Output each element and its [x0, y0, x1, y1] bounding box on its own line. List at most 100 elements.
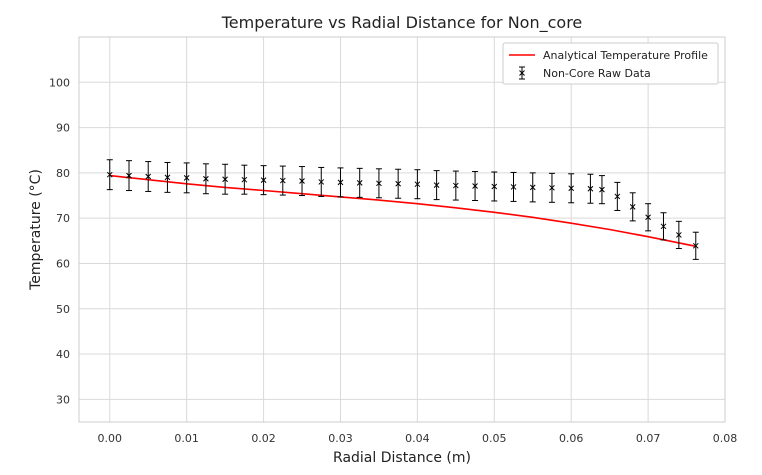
y-tick-label: 90 — [56, 122, 70, 135]
legend: Analytical Temperature Profile Non-Core … — [502, 42, 719, 85]
x-marker — [452, 182, 459, 189]
x-tick-label: 0.03 — [328, 432, 353, 445]
x-axis-title: Radial Distance (m) — [333, 450, 471, 466]
x-tick-label: 0.04 — [405, 432, 430, 445]
raw-data-point — [568, 173, 575, 204]
raw-data-point — [645, 203, 652, 232]
x-marker — [692, 242, 699, 249]
x-marker — [279, 177, 286, 184]
x-marker — [433, 182, 440, 188]
x-marker — [145, 173, 152, 180]
raw-data-point — [375, 168, 382, 199]
raw-data-point — [529, 172, 536, 203]
x-marker — [260, 177, 267, 183]
raw-data-point — [491, 171, 498, 202]
x-marker — [587, 185, 594, 192]
x-tick-label: 0.07 — [636, 432, 661, 445]
x-tick-label: 0.08 — [713, 432, 738, 445]
x-tick-label: 0.02 — [251, 432, 276, 445]
x-marker — [203, 175, 209, 182]
raw-data-point — [202, 163, 209, 195]
chart-title: Temperature vs Radial Distance for Non_c… — [221, 13, 583, 33]
y-tick-label: 50 — [56, 303, 70, 316]
raw-data-point — [395, 168, 402, 199]
x-marker — [660, 223, 667, 230]
raw-data-point — [675, 220, 682, 250]
raw-data-point — [337, 167, 344, 198]
raw-data-point — [414, 169, 421, 200]
raw-data-point — [587, 173, 594, 204]
y-tick-labels: 30 40 50 60 70 80 90 100 — [49, 76, 70, 406]
analytical-series — [109, 174, 696, 248]
x-marker — [164, 174, 171, 181]
raw-data-point — [145, 161, 152, 192]
x-marker — [529, 184, 536, 191]
raw-data-point — [125, 160, 132, 192]
raw-data-series — [106, 159, 699, 260]
raw-data-point — [356, 167, 363, 198]
y-axis-title: Temperature (°C) — [28, 169, 44, 291]
legend-x-marker — [519, 70, 525, 76]
raw-data-point — [260, 165, 267, 196]
legend-swatch-raw-data — [519, 66, 525, 80]
x-marker — [568, 185, 575, 192]
raw-data-point — [164, 161, 171, 193]
x-marker — [472, 183, 478, 189]
x-marker — [183, 175, 190, 181]
x-marker — [645, 214, 651, 221]
x-tick-label: 0.00 — [98, 432, 123, 445]
analytical-line — [109, 174, 696, 248]
raw-data-point — [241, 164, 248, 195]
grid — [79, 37, 726, 422]
raw-data-point — [629, 192, 636, 222]
x-tick-label: 0.05 — [482, 432, 507, 445]
raw-data-point — [222, 163, 229, 195]
x-marker — [299, 178, 305, 184]
y-tick-label: 60 — [56, 257, 70, 270]
raw-data-point — [598, 175, 605, 205]
y-tick-label: 80 — [56, 167, 70, 180]
raw-data-point — [433, 170, 440, 201]
plot-frame — [78, 36, 726, 423]
raw-data-point — [548, 172, 555, 203]
x-tick-label: 0.06 — [559, 432, 584, 445]
x-marker — [491, 183, 498, 190]
raw-data-point — [183, 162, 190, 194]
x-marker — [356, 179, 363, 186]
raw-data-point — [510, 171, 517, 202]
raw-data-point — [318, 166, 325, 197]
x-tick-label: 0.01 — [174, 432, 199, 445]
raw-data-point — [614, 181, 621, 211]
x-marker — [318, 179, 325, 185]
y-tick-label: 30 — [56, 393, 70, 406]
x-marker — [337, 179, 344, 186]
x-tick-labels: 0.00 0.01 0.02 0.03 0.04 0.05 0.06 0.07 0.08 — [98, 432, 738, 445]
x-marker — [549, 184, 555, 191]
legend-box — [502, 42, 719, 85]
x-marker — [599, 186, 605, 193]
x-marker — [376, 180, 382, 187]
y-tick-label: 100 — [49, 76, 70, 89]
legend-label-analytical: Analytical Temperature Profile — [543, 49, 708, 62]
raw-data-point — [106, 159, 113, 191]
x-marker — [614, 193, 621, 200]
x-marker — [241, 176, 248, 183]
x-marker — [629, 203, 636, 210]
x-marker — [106, 171, 113, 178]
x-marker — [222, 176, 228, 183]
raw-data-point — [299, 166, 306, 197]
x-marker — [510, 184, 517, 190]
x-marker — [126, 172, 132, 179]
raw-data-point — [452, 170, 459, 201]
raw-data-point — [472, 171, 479, 202]
y-tick-label: 70 — [56, 212, 70, 225]
raw-data-point — [692, 231, 699, 260]
x-marker — [414, 181, 421, 188]
y-tick-label: 40 — [56, 348, 70, 361]
x-marker — [395, 180, 402, 187]
raw-data-point — [660, 212, 667, 241]
raw-data-point — [279, 165, 286, 196]
x-marker — [676, 232, 682, 238]
legend-label-raw-data: Non-Core Raw Data — [543, 67, 651, 80]
